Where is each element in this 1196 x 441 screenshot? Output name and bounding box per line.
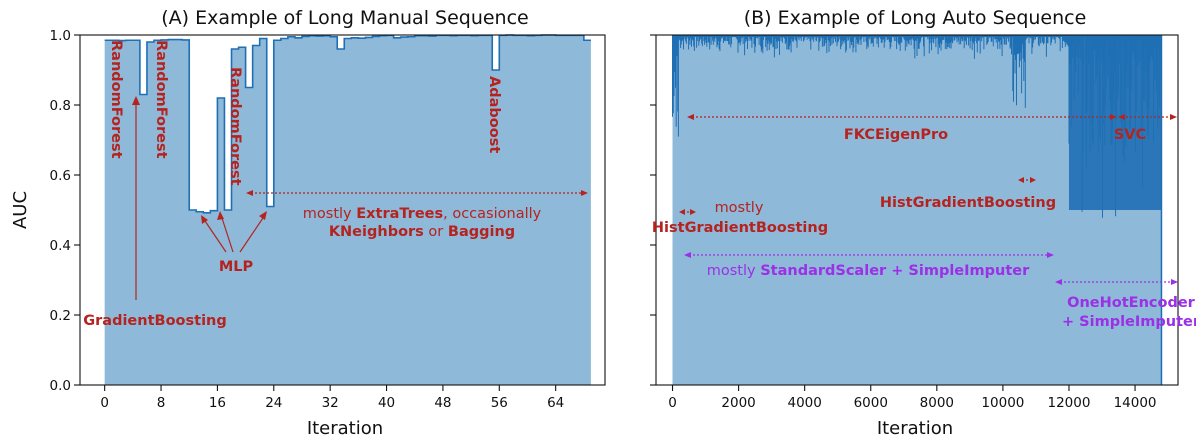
mlp-arrow-3 [239, 214, 266, 253]
panel-a-axes: 0 8 16 24 32 40 48 56 64 0.0 0.2 0.4 0.6 0.8 1.0 [50, 28, 606, 411]
panel-a-title: (A) Example of Long Manual Sequence [161, 7, 529, 29]
y-tick-label: 0.4 [50, 238, 71, 254]
y-tick-label: 0.0 [50, 378, 71, 394]
y-tick-label: 1.0 [50, 28, 71, 44]
y-tick-label: 0.2 [50, 308, 71, 324]
annotation-standardscaler-bold: StandardScaler + SimpleImputer [760, 263, 1030, 279]
arrowhead [1171, 279, 1178, 285]
annotation-onehotencoder: OneHotEncoder [1067, 295, 1196, 311]
panel-a: (A) Example of Long Manual Sequence Iter… [10, 7, 606, 439]
arrowhead [1055, 279, 1062, 285]
x-tick-label: 14000 [1114, 395, 1157, 411]
mlp-arrow-2 [220, 214, 234, 253]
arrowhead [581, 190, 588, 196]
x-tick-label: 10000 [981, 395, 1024, 411]
x-tick-label: 24 [265, 395, 282, 411]
annotation-randomforest-3: RandomForest [227, 67, 243, 186]
annotation-extratrees-pre: mostly [303, 206, 356, 222]
annotation-adaboost: Adaboost [486, 76, 502, 153]
panel-b-red-arrowheads [679, 114, 1177, 215]
arrowhead [217, 211, 224, 220]
x-tick-label: 0 [100, 395, 109, 411]
x-tick-label: 6000 [854, 395, 888, 411]
annotation-mostly-left: mostly [715, 200, 764, 216]
panel-b-xlabel: Iteration [877, 418, 953, 439]
annotation-mlp: MLP [219, 259, 254, 275]
panel-a-xlabel: Iteration [307, 418, 383, 439]
annotation-fkceigenpro: FKCEigenPro [844, 127, 948, 143]
panel-a-ylabel: AUC [10, 191, 31, 229]
x-tick-label: 16 [209, 395, 226, 411]
arrowhead [1118, 114, 1125, 120]
panel-b-plot [672, 35, 1163, 385]
annotation-extratrees-line1: mostly ExtraTrees, occasionally [303, 206, 542, 222]
plot-frame [79, 34, 606, 386]
annotation-randomforest-2: RandomForest [153, 40, 169, 159]
annotation-svc: SVC [1114, 127, 1146, 143]
panel-a-annotation-arrows [135, 100, 583, 300]
arrowhead [246, 190, 253, 196]
x-tick-label: 0 [668, 395, 677, 411]
arrowhead [132, 96, 140, 105]
arrowhead [679, 209, 685, 215]
x-tick-label: 8000 [920, 395, 954, 411]
arrowhead [1018, 177, 1024, 183]
annotation-standardscaler-pre: mostly [707, 263, 760, 279]
arrowhead [259, 211, 267, 220]
panel-b-title: (B) Example of Long Auto Sequence [744, 7, 1087, 29]
svc-dense-band [1068, 35, 1162, 210]
x-tick-label: 32 [322, 395, 339, 411]
x-tick-label: 40 [378, 395, 395, 411]
annotation-extratrees-line2: KNeighbors or Bagging [329, 224, 515, 240]
arrowhead [1047, 252, 1054, 258]
x-tick-label: 12000 [1047, 395, 1090, 411]
x-tick-label: 2000 [721, 395, 755, 411]
annotation-gradientboosting: GradientBoosting [83, 313, 227, 329]
x-tick-label: 4000 [787, 395, 821, 411]
y-tick-label: 0.6 [50, 168, 71, 184]
annotation-standardscaler: mostly StandardScaler + SimpleImputer [707, 263, 1030, 279]
annotation-randomforest-1: RandomForest [108, 40, 124, 159]
arrowhead [690, 209, 696, 215]
panel-a-plot [104, 34, 591, 385]
panel-a-line [104, 34, 591, 214]
panel-b-purple-arrowheads [684, 252, 1178, 285]
panel-a-arrowheads [132, 96, 588, 224]
arrowhead [1170, 114, 1177, 120]
annotation-or: or [424, 224, 448, 240]
annotation-hgb-mid: HistGradientBoosting [880, 195, 1056, 211]
arrowhead [1110, 114, 1117, 120]
arrowhead [684, 252, 691, 258]
mlp-arrow-1 [202, 217, 227, 253]
annotation-kneighbors: KNeighbors [329, 224, 424, 240]
annotation-bagging: Bagging [448, 224, 515, 240]
panel-b-axes: 0 2000 4000 6000 8000 10000 12000 14000 [650, 34, 1179, 411]
annotation-extratrees-post: , occasionally [443, 206, 542, 222]
annotation-extratrees-bold: ExtraTrees [356, 206, 443, 222]
y-tick-label: 0.8 [50, 98, 71, 114]
panel-b: (B) Example of Long Auto Sequence Iterat… [650, 7, 1196, 439]
arrowhead [1030, 177, 1036, 183]
annotation-simpleimputer: + SimpleImputer [1062, 314, 1196, 330]
plot-frame [655, 34, 1179, 386]
panel-a-area [104, 35, 591, 385]
x-tick-label: 48 [434, 395, 451, 411]
arrowhead [201, 215, 208, 224]
x-tick-label: 8 [157, 395, 166, 411]
annotation-hgb-left: HistGradientBoosting [652, 220, 828, 236]
arrowhead [687, 114, 694, 120]
x-tick-label: 56 [491, 395, 508, 411]
x-tick-label: 64 [547, 395, 564, 411]
